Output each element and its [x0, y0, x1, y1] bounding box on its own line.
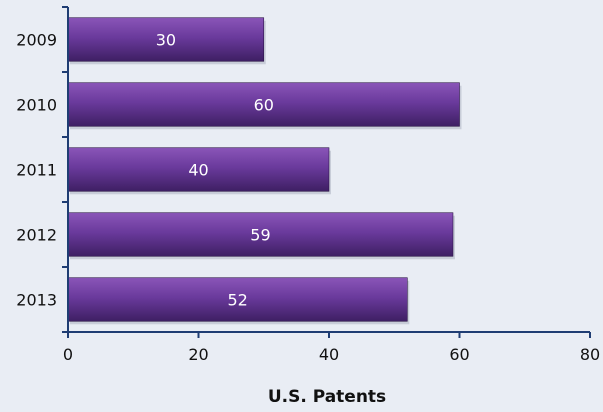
y-tick-label-2010: 2010: [16, 96, 57, 115]
data-label-2013: 52: [227, 291, 247, 310]
y-tick-label-2013: 2013: [16, 291, 57, 310]
data-label-2010: 60: [254, 96, 274, 115]
data-label-2011: 40: [188, 161, 208, 180]
x-tick-label-0: 0: [63, 345, 73, 364]
x-tick-label-60: 60: [449, 345, 469, 364]
x-axis-title: U.S. Patents: [268, 387, 386, 407]
bar-2011: [67, 147, 330, 192]
x-tick-label-80: 80: [580, 345, 600, 364]
bar-2013: [67, 277, 408, 322]
x-tick-label-40: 40: [319, 345, 339, 364]
y-tick-label-2012: 2012: [16, 226, 57, 245]
x-tick-label-20: 20: [188, 345, 208, 364]
bars-layer: 30 60 40 59 52: [67, 17, 462, 325]
bar-2010: [67, 82, 460, 127]
data-label-2012: 59: [250, 226, 270, 245]
y-tick-label-2011: 2011: [16, 161, 57, 180]
y-tick-label-2009: 2009: [16, 31, 57, 50]
axes-layer: 2009 2010 2011 2012 2013 0 20 40 60 80: [16, 6, 600, 364]
bar-2012: [67, 212, 454, 257]
bar-2009: [67, 17, 265, 62]
data-label-2009: 30: [156, 31, 176, 50]
